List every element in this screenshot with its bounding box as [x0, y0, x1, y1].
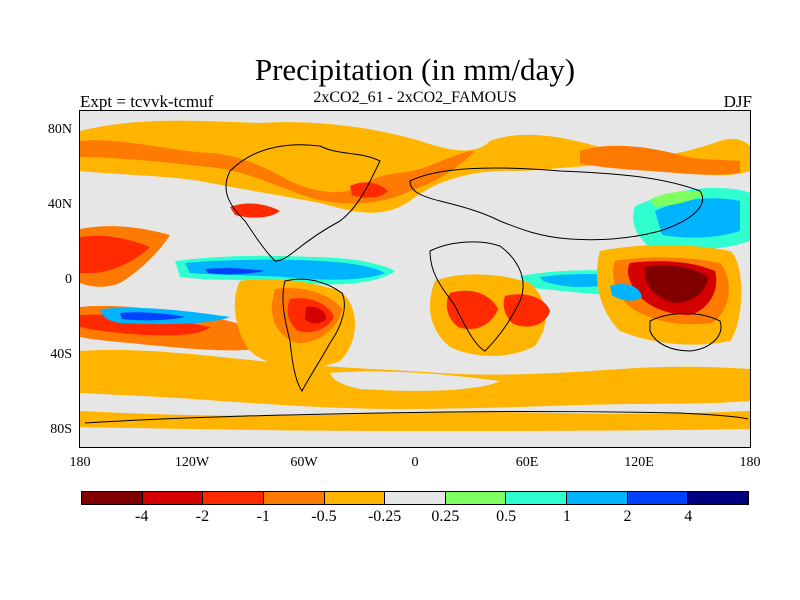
x-tick-label: 120W: [174, 455, 210, 470]
colorbar-label: 1: [562, 508, 571, 525]
colorbar-label: 0.25: [431, 508, 460, 525]
y-tick-label: 40N: [47, 197, 72, 212]
colorbar-label: -4: [135, 508, 149, 525]
contour-red-pacific: [80, 235, 150, 273]
season-label: DJF: [723, 92, 752, 111]
colorbar-label: -1: [256, 508, 270, 525]
comparison-label: 2xCO2_61 - 2xCO2_FAMOUS: [313, 89, 517, 106]
contour-green-wpac: [650, 191, 705, 207]
contour-blue-indonesia: [610, 284, 642, 301]
colorbar-label: 2: [623, 508, 632, 525]
colorbar-swatch: [203, 492, 264, 504]
contour-red-atlantic: [350, 182, 388, 198]
colorbar-swatch: [445, 492, 507, 504]
y-tick-label: 80S: [50, 422, 72, 437]
colorbar-swatch: [385, 492, 446, 504]
colorbar-label: -2: [195, 508, 210, 525]
contour-red-africa: [446, 290, 498, 329]
colorbar-swatch: [627, 492, 689, 504]
colorbar-swatch: [567, 492, 628, 504]
colorbar-swatch: [506, 492, 568, 504]
x-tick-label: 60W: [290, 455, 318, 470]
contour-blue-equator: [185, 259, 385, 280]
precipitation-map: [79, 110, 751, 448]
experiment-label: Expt = tcvvk-tcmuf: [80, 92, 214, 111]
y-tick-label: 0: [65, 272, 72, 287]
colorbar: [81, 491, 749, 505]
colorbar-swatch: [324, 492, 386, 504]
x-tick-label: 0: [411, 455, 419, 470]
figure-title: Precipitation (in mm/day): [254, 52, 576, 87]
contour-red-namerica: [230, 203, 280, 218]
colorbar-swatch: [142, 492, 204, 504]
contour-orange-north: [80, 120, 750, 213]
x-tick-label: 60E: [515, 455, 539, 470]
contour-navy-equator: [205, 268, 265, 275]
x-tick-label: 180: [69, 455, 91, 470]
x-tick-label: 120E: [624, 455, 654, 470]
contour-blue-wpac: [655, 198, 740, 238]
colorbar-swatch: [82, 492, 143, 504]
contour-gray-south: [330, 371, 500, 391]
colorbar-label: 4: [684, 508, 693, 525]
colorbar-label: -0.25: [367, 508, 402, 525]
colorbar-swatch: [263, 492, 325, 504]
colorbar-swatch: [688, 492, 749, 504]
x-tick-label: 180: [739, 455, 761, 470]
colorbar-label: -0.5: [311, 508, 337, 525]
contour-orange-siberia: [580, 145, 740, 175]
contour-darkred-maritime: [645, 265, 708, 303]
colorbar-label: 0.5: [496, 508, 517, 525]
y-tick-label: 40S: [50, 347, 72, 362]
contour-navy-spac: [120, 312, 185, 321]
coastlines: [84, 144, 749, 424]
contour-darkred-samerica: [305, 306, 326, 324]
contour-red-madagascar: [503, 294, 550, 327]
y-tick-label: 80N: [47, 122, 72, 137]
